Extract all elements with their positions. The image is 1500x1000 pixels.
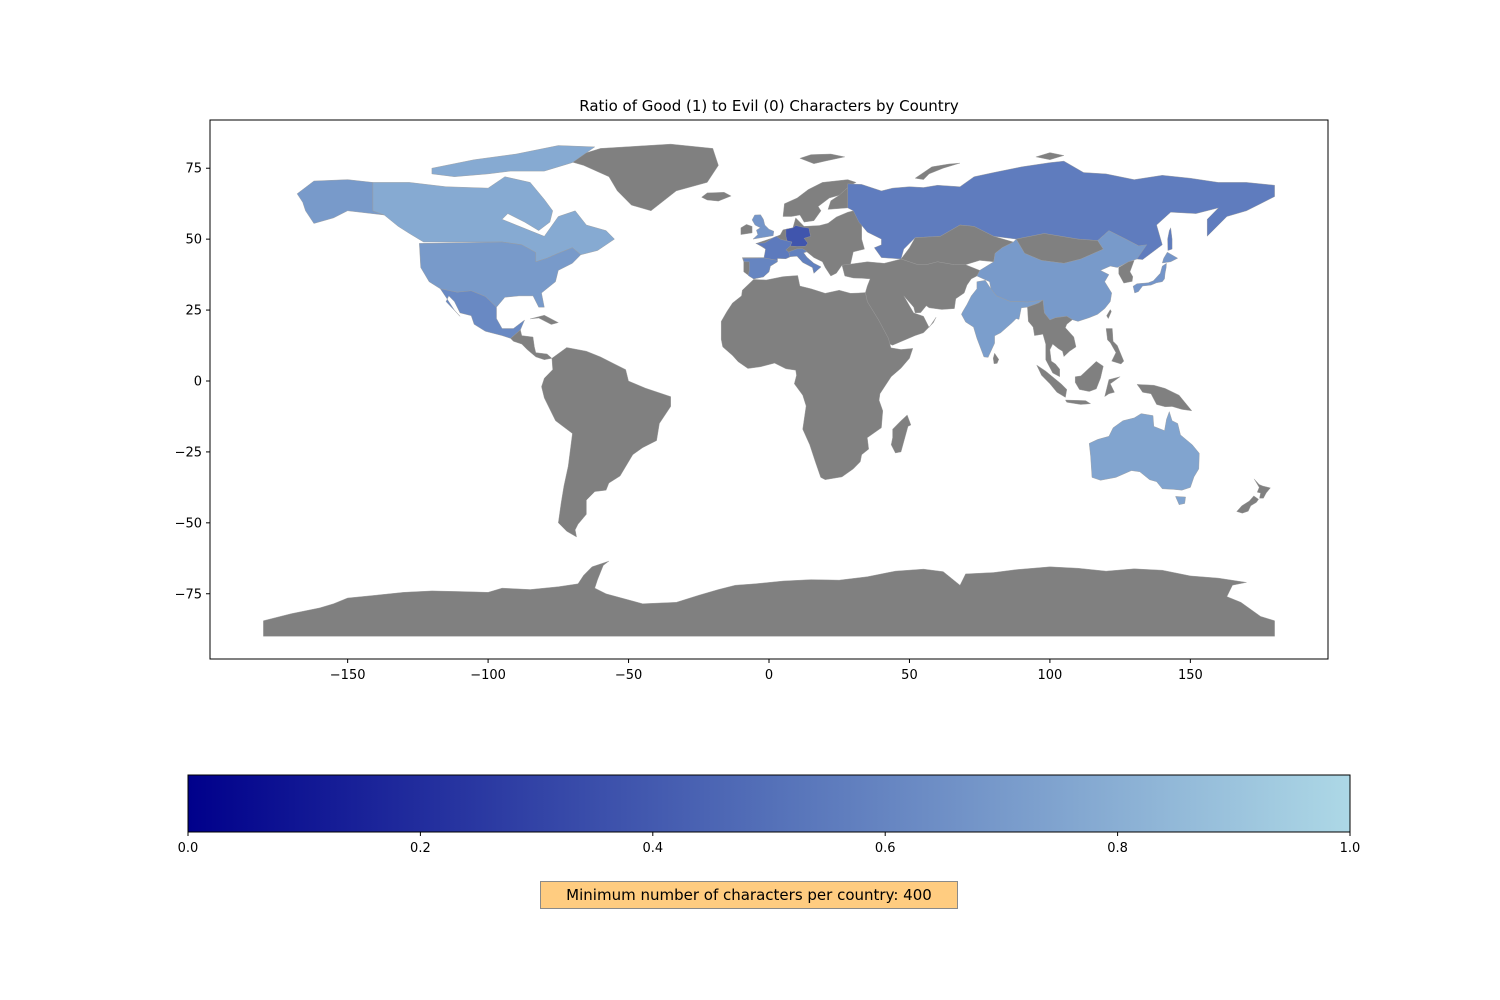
country-france [755, 236, 793, 261]
country-united-kingdom-uk [751, 214, 775, 240]
country-russia [847, 160, 1275, 260]
y-tick-label: 75 [185, 162, 202, 177]
land-taiwan [1106, 309, 1112, 320]
y-axis: 75 50 25 0 −25 −50 −75 [175, 162, 210, 602]
country-canada-canada-isles [431, 145, 596, 177]
land-korea [1118, 260, 1135, 284]
x-tick-label: −50 [615, 668, 642, 683]
land-greenland [563, 143, 719, 212]
x-tick-label: 0 [765, 668, 773, 683]
colorbar-tick-label: 0.2 [410, 841, 431, 856]
country-germany [785, 225, 811, 247]
land-c-america [510, 329, 553, 360]
x-axis: −150 −100 −50 0 50 100 150 [330, 659, 1203, 683]
x-tick-label: 100 [1037, 668, 1062, 683]
y-tick-label: 50 [185, 233, 202, 248]
country-japan-hokkaido [1162, 251, 1179, 264]
y-tick-label: −75 [175, 587, 202, 602]
land-sri-lanka [992, 352, 1000, 364]
land-philippines [1105, 328, 1125, 365]
country-australia-tasmania [1175, 496, 1186, 505]
y-tick-label: −25 [175, 445, 202, 460]
country-russia-sakhalin [1167, 227, 1173, 251]
land-severnaya [1035, 152, 1064, 160]
land-borneo [1074, 361, 1104, 392]
colorbar [187, 774, 1351, 833]
country-australia [1088, 410, 1200, 491]
y-tick-label: 25 [185, 304, 202, 319]
country-canada [372, 176, 615, 263]
land-africa [721, 275, 914, 480]
land-java [1065, 399, 1092, 405]
land-antarctica [263, 560, 1275, 637]
map-title: Ratio of Good (1) to Evil (0) Characters… [579, 97, 959, 115]
land-svalbard [799, 153, 845, 164]
colorbar-tick-label: 0.4 [642, 841, 663, 856]
land-south-america [541, 347, 671, 538]
x-tick-label: 50 [901, 668, 918, 683]
land-ireland [740, 224, 753, 235]
country-united-states-alaska [296, 179, 385, 224]
land-se-asia [1027, 299, 1077, 378]
land-nz-north [1253, 478, 1271, 499]
land-new-guinea [1136, 384, 1193, 412]
colorbar-tick-label: 0.0 [178, 841, 199, 856]
x-tick-label: −100 [470, 668, 506, 683]
country-italy [788, 248, 822, 274]
map-layer [263, 143, 1275, 637]
country-spain [742, 257, 778, 280]
y-tick-label: 0 [194, 374, 202, 389]
x-tick-label: 150 [1178, 668, 1203, 683]
land-iceland [701, 192, 732, 202]
colorbar-axis: 0.0 0.2 0.4 0.6 0.8 1.0 [178, 832, 1361, 856]
land-sumatra [1036, 364, 1068, 398]
land-madagascar [890, 414, 912, 454]
colorbar-tick-label: 1.0 [1340, 841, 1361, 856]
land-sulawesi [1104, 376, 1121, 398]
land-nz-south [1236, 495, 1259, 514]
x-tick-label: −150 [330, 668, 366, 683]
land-novaya-zemlya [914, 162, 961, 180]
y-tick-label: −50 [175, 516, 202, 531]
land-cuba [530, 314, 559, 325]
country-mexico [439, 288, 526, 339]
colorbar-tick-label: 0.6 [875, 841, 896, 856]
colorbar-tick-label: 0.8 [1107, 841, 1128, 856]
min-characters-note: Minimum number of characters per country… [540, 881, 958, 909]
country-japan [1132, 262, 1167, 294]
